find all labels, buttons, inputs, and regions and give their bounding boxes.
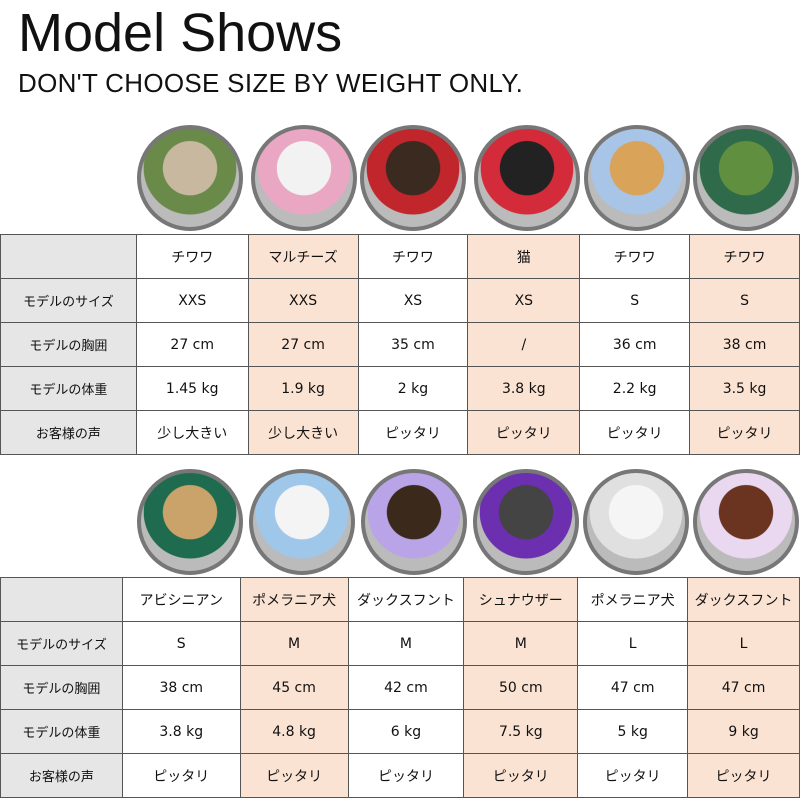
- table-row-feedback: お客様の声 少し大きい 少し大きい ピッタリ ピッタリ ピッタリ ピッタリ: [0, 410, 800, 455]
- model-photos-row-2: [0, 469, 800, 575]
- weight-cell: 6 kg: [347, 709, 465, 754]
- sizes-cell: XXS: [135, 278, 249, 323]
- model-photo: [584, 125, 690, 231]
- model-photo: [360, 125, 466, 231]
- chest-cell: 38 cm: [689, 322, 800, 367]
- model-photo: [249, 469, 355, 575]
- chest-cell: 27 cm: [247, 322, 359, 367]
- page-title: Model Shows: [18, 3, 343, 63]
- weight-cell: 4.8 kg: [239, 709, 349, 754]
- chest-cell: 47 cm: [577, 665, 689, 710]
- table-row-chest: モデルの胸囲 27 cm 27 cm 35 cm/36 cm 38 cm: [0, 322, 800, 367]
- weight-cell: 9 kg: [687, 709, 800, 754]
- feedback-cell: ピッタリ: [463, 753, 579, 798]
- page-subtitle: DON'T CHOOSE SIZE BY WEIGHT ONLY.: [18, 68, 524, 98]
- weight-cell: 1.45 kg: [135, 366, 249, 411]
- breeds-cell: ポメラニア犬: [239, 577, 349, 622]
- weight-cell: 2 kg: [357, 366, 469, 411]
- row-label: [0, 577, 123, 622]
- chest-cell: 38 cm: [121, 665, 241, 710]
- feedback-cell: ピッタリ: [121, 753, 241, 798]
- weight-cell: 2.2 kg: [579, 366, 691, 411]
- feedback-cell: ピッタリ: [357, 410, 469, 455]
- row-label: モデルの胸囲: [0, 322, 137, 367]
- table-row-breeds: チワワ マルチーズ チワワ猫チワワ チワワ: [0, 234, 800, 279]
- weight-cell: 7.5 kg: [463, 709, 579, 754]
- weight-cell: 5 kg: [577, 709, 689, 754]
- feedback-cell: ピッタリ: [467, 410, 581, 455]
- chest-cell: 36 cm: [579, 322, 691, 367]
- sizes-cell: XS: [467, 278, 581, 323]
- row-label: モデルの胸囲: [0, 665, 123, 710]
- row-label: モデルのサイズ: [0, 621, 123, 666]
- breeds-cell: 猫: [467, 234, 581, 279]
- sizes-cell: L: [577, 621, 689, 666]
- sizes-cell: XS: [357, 278, 469, 323]
- weight-cell: 3.8 kg: [121, 709, 241, 754]
- chest-cell: 45 cm: [239, 665, 349, 710]
- breeds-cell: ポメラニア犬: [577, 577, 689, 622]
- model-photo: [693, 125, 799, 231]
- chest-cell: 35 cm: [357, 322, 469, 367]
- model-photo: [473, 469, 579, 575]
- feedback-cell: 少し大きい: [247, 410, 359, 455]
- model-size-table-1: チワワ マルチーズ チワワ猫チワワ チワワ モデルのサイズ XXS XXS XS XS S S モデル…: [0, 234, 800, 455]
- sizes-cell: S: [121, 621, 241, 666]
- breeds-cell: アビシニアン: [121, 577, 241, 622]
- chest-cell: 50 cm: [463, 665, 579, 710]
- weight-cell: 3.5 kg: [689, 366, 800, 411]
- weight-cell: 1.9 kg: [247, 366, 359, 411]
- breeds-cell: マルチーズ: [247, 234, 359, 279]
- table-row-weight: モデルの体重 3.8 kg 4.8 kg 6 kg 7.5 kg 5 kg 9 kg: [0, 709, 800, 754]
- sizes-cell: S: [579, 278, 691, 323]
- row-label: お客様の声: [0, 410, 137, 455]
- table-row-weight: モデルの体重 1.45 kg 1.9 kg 2 kg 3.8 kg 2.2 kg 3.5 k…: [0, 366, 800, 411]
- model-photo: [137, 469, 243, 575]
- model-photo: [137, 125, 243, 231]
- breeds-cell: チワワ: [135, 234, 249, 279]
- breeds-cell: ダックスフント: [687, 577, 800, 622]
- weight-cell: 3.8 kg: [467, 366, 581, 411]
- breeds-cell: チワワ: [579, 234, 691, 279]
- row-label: [0, 234, 137, 279]
- feedback-cell: ピッタリ: [347, 753, 465, 798]
- chest-cell: 42 cm: [347, 665, 465, 710]
- model-photo: [474, 125, 580, 231]
- feedback-cell: ピッタリ: [689, 410, 800, 455]
- feedback-cell: ピッタリ: [239, 753, 349, 798]
- table-row-feedback: お客様の声 ピッタリ ピッタリ ピッタリ ピッタリ ピッタリ ピッタリ: [0, 753, 800, 798]
- chest-cell: 47 cm: [687, 665, 800, 710]
- model-photo: [583, 469, 689, 575]
- table-row-chest: モデルの胸囲 38 cm 45 cm 42 cm 50 cm 47 cm 47 cm: [0, 665, 800, 710]
- sizes-cell: XXS: [247, 278, 359, 323]
- sizes-cell: L: [687, 621, 800, 666]
- breeds-cell: チワワ: [357, 234, 469, 279]
- table-row-breeds: アビシニアン ポメラニア犬 ダックスフント シュナウザー ポメラニア犬 ダックスフント: [0, 577, 800, 622]
- breeds-cell: ダックスフント: [347, 577, 465, 622]
- model-size-table-2: アビシニアン ポメラニア犬 ダックスフント シュナウザー ポメラニア犬 ダックスフント モデ…: [0, 577, 800, 798]
- table-row-sizes: モデルのサイズ S M M M L L: [0, 621, 800, 666]
- row-label: モデルのサイズ: [0, 278, 137, 323]
- sizes-cell: M: [347, 621, 465, 666]
- model-photos-row-1: [0, 125, 800, 231]
- row-label: モデルの体重: [0, 709, 123, 754]
- row-label: モデルの体重: [0, 366, 137, 411]
- sizes-cell: M: [239, 621, 349, 666]
- feedback-cell: ピッタリ: [579, 410, 691, 455]
- model-photo: [361, 469, 467, 575]
- breeds-cell: シュナウザー: [463, 577, 579, 622]
- model-photo: [251, 125, 357, 231]
- feedback-cell: ピッタリ: [577, 753, 689, 798]
- breeds-cell: チワワ: [689, 234, 800, 279]
- model-photo: [693, 469, 799, 575]
- feedback-cell: 少し大きい: [135, 410, 249, 455]
- table-row-sizes: モデルのサイズ XXS XXS XS XS S S: [0, 278, 800, 323]
- chest-cell: 27 cm: [135, 322, 249, 367]
- row-label: お客様の声: [0, 753, 123, 798]
- chest-cell: /: [467, 322, 581, 367]
- sizes-cell: M: [463, 621, 579, 666]
- sizes-cell: S: [689, 278, 800, 323]
- feedback-cell: ピッタリ: [687, 753, 800, 798]
